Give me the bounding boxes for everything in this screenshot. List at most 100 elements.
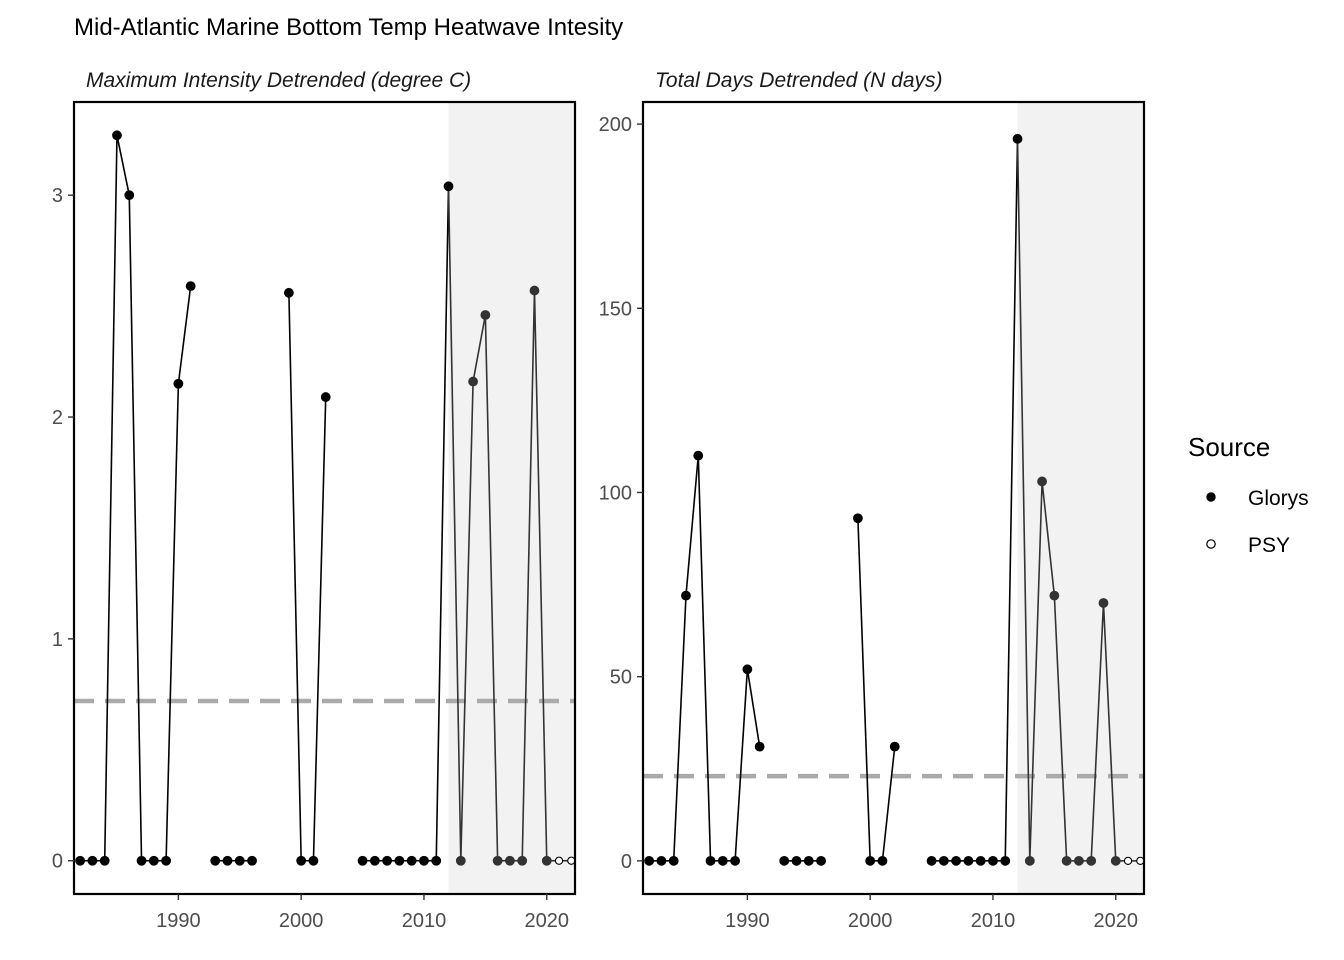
glorys-point xyxy=(705,855,716,866)
legend-psy-label: PSY xyxy=(1248,534,1290,557)
panel-border xyxy=(641,100,1146,896)
glorys-point xyxy=(320,392,331,402)
panel-total-days: Total Days Detrended (N days) 0 50 100 150 2… xyxy=(599,69,1146,932)
glorys-point xyxy=(185,281,196,292)
glorys-point xyxy=(541,855,552,866)
glorys-point xyxy=(754,741,765,752)
glorys-point xyxy=(234,855,245,866)
glorys-point xyxy=(1086,855,1097,866)
glorys-point xyxy=(656,855,667,866)
x-tick-label: 2010 xyxy=(971,910,1016,932)
legend-psy-marker xyxy=(1206,539,1216,549)
glorys-point xyxy=(148,855,159,866)
glorys-point xyxy=(852,513,863,524)
glorys-point xyxy=(87,855,98,866)
legend: Source Glorys PSY xyxy=(1188,432,1309,557)
glorys-point xyxy=(988,855,998,866)
glorys-point xyxy=(517,855,528,866)
glorys-point xyxy=(173,378,184,389)
y-tick-label: 2 xyxy=(52,407,63,429)
series-line-segment xyxy=(697,455,712,861)
series-line-segment xyxy=(484,314,499,861)
series-line-segment xyxy=(746,669,761,747)
glorys-point xyxy=(681,590,691,601)
glorys-point xyxy=(283,287,294,298)
panel-max-intensity: Maximum Intensity Detrended (degree C) 0… xyxy=(52,69,577,932)
series-line-segment xyxy=(734,669,749,861)
series-line-segment xyxy=(672,595,687,861)
series-line-segment xyxy=(460,381,474,861)
glorys-point xyxy=(1110,855,1121,866)
glorys-point xyxy=(431,855,442,866)
glorys-point xyxy=(136,855,147,866)
y-tick-label: 3 xyxy=(52,185,63,207)
glorys-point xyxy=(75,855,86,866)
y-tick-label: 1 xyxy=(52,629,63,651)
psy-point xyxy=(1123,856,1133,865)
series-line-segment xyxy=(312,397,327,861)
panel-title-max-intensity: Maximum Intensity Detrended (degree C) xyxy=(86,69,471,92)
glorys-point xyxy=(1061,855,1072,866)
series-line-segment xyxy=(1004,138,1019,861)
glorys-point xyxy=(480,310,491,320)
glorys-point xyxy=(791,855,802,866)
shaded-recent-period xyxy=(1017,102,1144,894)
series-line-segment xyxy=(472,314,487,382)
glorys-point xyxy=(382,855,393,866)
figure-title: Mid-Atlantic Marine Bottom Temp Heatwave… xyxy=(74,14,623,41)
glorys-point xyxy=(1049,590,1060,601)
x-tick-label: 1990 xyxy=(725,910,770,932)
series-line-segment xyxy=(288,292,302,861)
glorys-point xyxy=(222,855,233,866)
glorys-point xyxy=(889,741,900,752)
glorys-point xyxy=(357,855,368,866)
series-line-segment xyxy=(1016,138,1031,861)
y-tick-label: 150 xyxy=(599,298,632,320)
legend-glorys-marker xyxy=(1206,492,1216,502)
series-line-segment xyxy=(521,290,536,861)
glorys-point xyxy=(308,855,319,866)
glorys-point xyxy=(865,855,876,866)
series-line-segment xyxy=(116,135,131,196)
glorys-point xyxy=(816,855,826,866)
glorys-point xyxy=(779,855,790,866)
glorys-point xyxy=(1098,598,1109,608)
series-line-segment xyxy=(447,186,462,861)
series-line-segment xyxy=(1041,481,1056,596)
glorys-point xyxy=(247,855,257,866)
glorys-point xyxy=(468,376,478,387)
glorys-point xyxy=(455,855,466,866)
glorys-point xyxy=(505,855,515,866)
glorys-point xyxy=(529,285,540,296)
series-line-segment xyxy=(1090,602,1105,861)
glorys-point xyxy=(394,855,405,866)
glorys-point xyxy=(419,855,429,866)
x-tick-label: 2000 xyxy=(279,910,324,932)
glorys-point xyxy=(668,855,679,866)
x-tick-label: 2020 xyxy=(525,910,570,932)
series-line-segment xyxy=(881,746,896,861)
glorys-point xyxy=(296,855,307,866)
y-tick-label: 0 xyxy=(52,851,63,873)
glorys-point xyxy=(717,855,728,866)
glorys-point xyxy=(877,855,888,866)
glorys-point xyxy=(1037,476,1047,487)
series-line-segment xyxy=(1029,481,1043,861)
series-line-segment xyxy=(128,195,143,861)
psy-point xyxy=(554,856,564,865)
panel-title-total-days: Total Days Detrended (N days) xyxy=(655,69,943,92)
y-tick-label: 200 xyxy=(599,114,632,136)
series-line-segment xyxy=(1102,602,1117,861)
series-line-segment xyxy=(435,186,450,861)
series-line-segment xyxy=(177,286,192,384)
shaded-recent-period xyxy=(448,102,575,894)
glorys-point xyxy=(938,855,949,866)
glorys-point xyxy=(644,855,655,866)
x-tick-label: 1990 xyxy=(156,910,201,932)
glorys-point xyxy=(443,181,454,192)
glorys-point xyxy=(963,855,974,866)
glorys-point xyxy=(1074,855,1084,866)
panel-border xyxy=(72,100,577,896)
legend-title: Source xyxy=(1188,432,1270,462)
